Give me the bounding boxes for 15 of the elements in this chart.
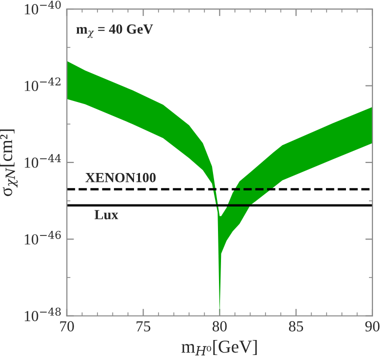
ref-line-label: Lux: [94, 210, 118, 220]
annotation: m$_{χ}$ = 40 GeV: [76, 24, 154, 38]
x-tick-label: 75: [136, 321, 150, 332]
y-tick-label: 10$^{−44}$: [24, 154, 61, 168]
y-axis-title: σ$_{χN}$[cm²]: [0, 130, 18, 196]
x-tick-label: 80: [212, 321, 227, 332]
x-tick-label: 85: [288, 321, 304, 332]
y-tick-label: 10$^{−48}$: [24, 308, 61, 322]
y-tick-label: 10$^{−42}$: [24, 77, 60, 92]
x-tick-label: 90: [365, 321, 380, 332]
y-tick-label: 10$^{−40}$: [24, 0, 61, 14]
y-tick-label: 10$^{−46}$: [24, 230, 61, 245]
x-tick-label: 70: [60, 321, 74, 332]
x-axis-title: m$_{H⁰}$[GeV]: [182, 340, 257, 356]
ref-line-label: XENON100: [85, 172, 156, 182]
